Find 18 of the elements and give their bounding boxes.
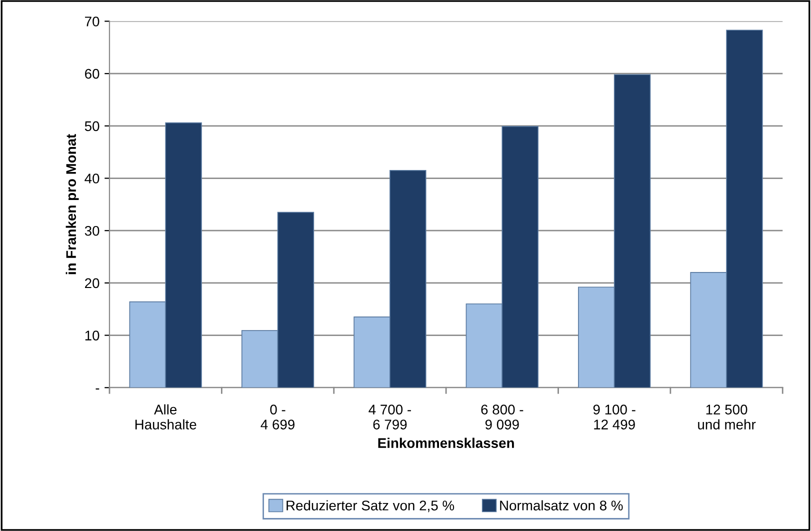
y-tick-label: 40 (84, 174, 100, 184)
y-tick-label: 50 (84, 121, 100, 132)
x-tick-label: 0 - 4 699 (260, 404, 294, 430)
y-tick-label: 10 (85, 330, 100, 340)
x-axis-title: Einkommensklassen (378, 438, 514, 448)
x-tick-label: Alle Haushalte (135, 404, 196, 430)
x-tick-label: 12 500 und mehr (698, 404, 756, 430)
x-tick-label: 4 700 - 6 799 (368, 404, 411, 430)
y-tick-label: 30 (84, 226, 100, 236)
x-tick-label: 6 800 - 9 099 (481, 404, 524, 430)
legend-label: Reduzierter Satz von 2,5 % (286, 500, 454, 512)
legend-label: Normalsatz von 8 % (500, 500, 623, 510)
y-tick-label: 20 (85, 278, 100, 288)
y-axis-title: in Franken pro Monat (66, 134, 79, 274)
y-tick-label: - (96, 388, 100, 390)
y-tick-label: 60 (85, 68, 100, 79)
y-tick-label: 70 (85, 16, 100, 26)
x-tick-label: 9 100 - 12 499 (593, 404, 636, 430)
